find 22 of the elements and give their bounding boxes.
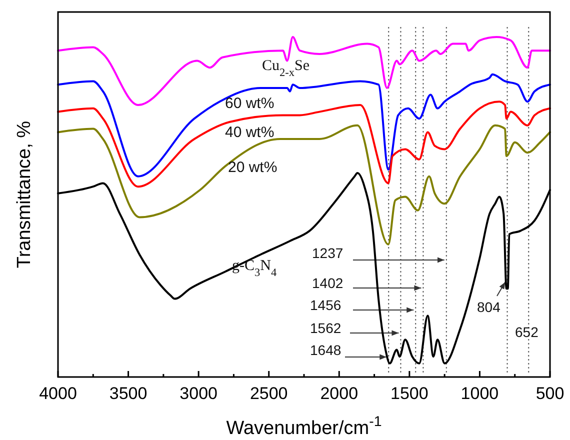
ref-line-label: 1456 [310,297,342,313]
series-label: g-C$_{3}$N$_{4}$ [232,258,277,279]
x-tick-label: 2500 [250,384,288,403]
series-label: 40 wt% [225,124,274,141]
x-tick-label: 1500 [390,384,428,403]
y-axis-title: Transmittance, % [14,120,35,268]
series-label: 60 wt% [225,95,274,112]
x-tick-label: 3000 [180,384,218,403]
x-tick-label: 500 [536,384,564,403]
series-label: Cu$_{2-x}$Se [262,58,310,79]
ref-line-label: 804 [477,299,501,315]
x-tick-label: 4000 [39,384,77,403]
series-label: 20 wt% [228,159,278,176]
ref-line-label: 1402 [312,275,344,291]
ref-line-label: 1648 [310,342,342,358]
ref-line-label: 1562 [310,320,342,336]
x-axis-title: Wavenumber/cm$^{-1}$ [226,414,382,439]
ref-line-label: 652 [515,324,539,340]
x-tick-label: 1000 [460,384,499,403]
ref-line-label: 1237 [312,245,344,261]
x-tick-label: 3500 [109,384,148,403]
x-tick-label: 2000 [320,384,358,403]
